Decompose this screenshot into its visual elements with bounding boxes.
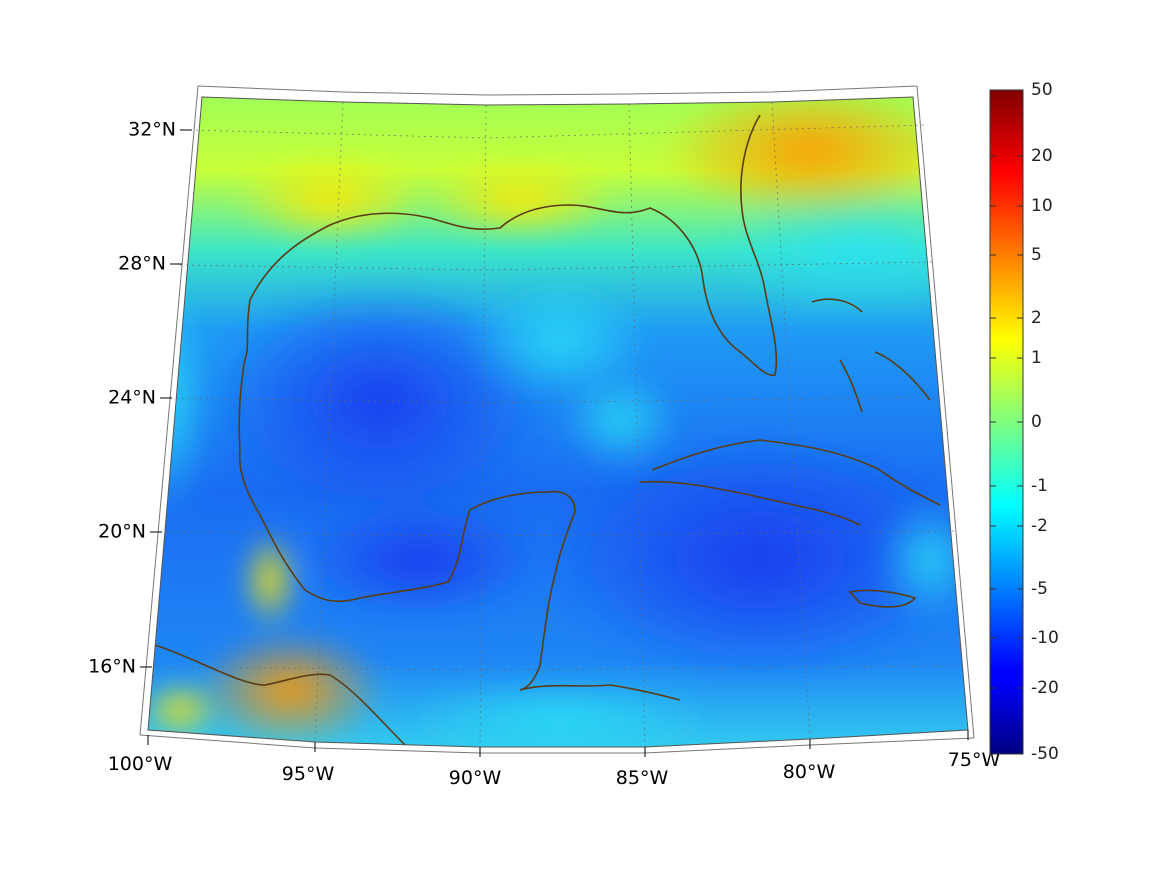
coastlines — [154, 114, 941, 746]
lat-label-16n: 16°N — [88, 656, 136, 678]
colorbar-tick-label: -1 — [1031, 476, 1048, 496]
lat-ticks — [140, 129, 192, 668]
lon-label-90w: 90°W — [449, 767, 502, 789]
colorbar-tick-label: -20 — [1031, 678, 1059, 698]
lon-label-75w: 75°W — [948, 749, 1001, 771]
lon-label-95w: 95°W — [282, 763, 335, 785]
temperature-field — [148, 97, 968, 747]
lat-label-28n: 28°N — [118, 253, 166, 275]
colorbar-tick-label: 2 — [1031, 308, 1042, 328]
lat-label-32n: 32°N — [128, 119, 176, 141]
colorbar-tick-label: -10 — [1031, 628, 1059, 648]
lat-label-24n: 24°N — [108, 387, 156, 409]
colorbar-tick-label: -50 — [1031, 744, 1059, 764]
lat-label-20n: 20°N — [98, 521, 146, 543]
lon-label-80w: 80°W — [783, 761, 836, 783]
colorbar-tick-label: -5 — [1031, 579, 1048, 599]
colorbar-tick-label: 1 — [1031, 348, 1042, 368]
lon-label-85w: 85°W — [616, 767, 669, 789]
colorbar-tick-label: 10 — [1031, 196, 1053, 216]
lon-ticks — [147, 730, 969, 757]
colorbar-tick-label: 50 — [1031, 80, 1053, 100]
colorbar-tick-label: 5 — [1031, 245, 1042, 265]
lon-label-100w: 100°W — [108, 753, 173, 775]
colorbar-tick-label: -2 — [1031, 516, 1048, 536]
colorbar-tick-label: 0 — [1031, 412, 1042, 432]
colorbar-tick-label: 20 — [1031, 146, 1053, 166]
